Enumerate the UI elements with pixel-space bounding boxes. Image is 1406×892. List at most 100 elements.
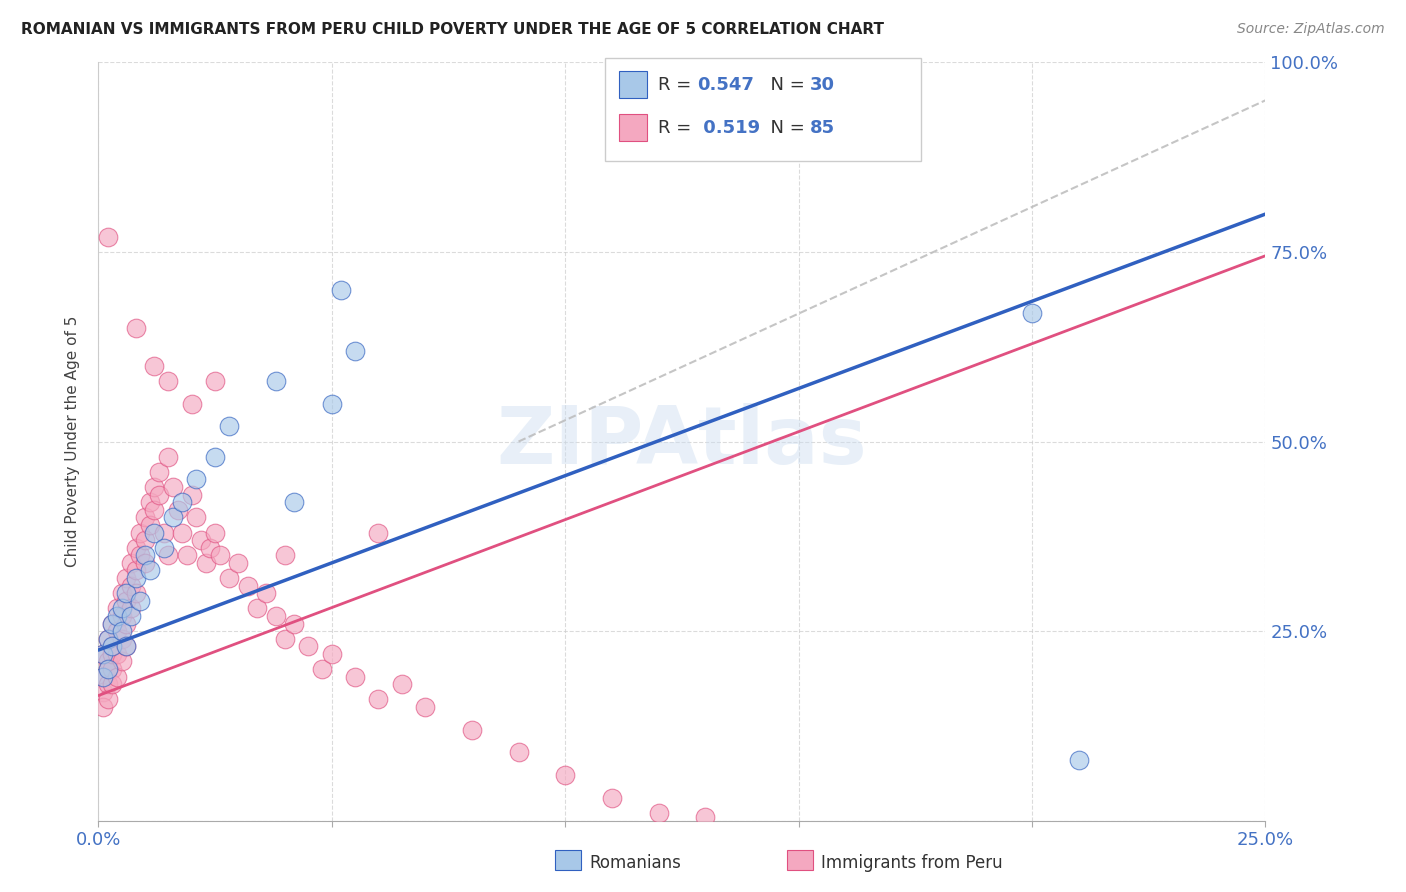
Point (256, 586, 278, 600)
Point (105, 647, 128, 661)
Point (391, 677, 413, 691)
Point (115, 571, 138, 585)
Point (297, 639, 319, 653)
Point (91, 647, 114, 661)
Text: R =: R = (658, 76, 697, 94)
Text: Immigrants from Peru: Immigrants from Peru (821, 854, 1002, 871)
Text: N =: N = (759, 76, 811, 94)
Point (139, 564, 162, 578)
Text: 85: 85 (810, 119, 835, 136)
Point (101, 677, 124, 691)
Point (91, 685, 114, 699)
Point (1021, 305, 1043, 319)
Point (148, 487, 170, 501)
Point (105, 608, 128, 623)
Point (194, 556, 217, 570)
Point (647, 806, 669, 821)
Point (330, 283, 353, 297)
Point (105, 669, 128, 683)
Point (200, 541, 222, 555)
Point (134, 533, 156, 548)
Text: ZIPAtlas: ZIPAtlas (496, 402, 868, 481)
Point (218, 419, 240, 434)
Text: ROMANIAN VS IMMIGRANTS FROM PERU CHILD POVERTY UNDER THE AGE OF 5 CORRELATION CH: ROMANIAN VS IMMIGRANTS FROM PERU CHILD P… (21, 22, 884, 37)
Point (120, 608, 142, 623)
Point (186, 510, 208, 524)
Point (111, 655, 134, 669)
Point (148, 465, 170, 479)
Point (176, 548, 198, 563)
Point (143, 503, 166, 517)
Point (125, 541, 148, 555)
Point (143, 480, 166, 494)
Point (172, 525, 194, 540)
Point (129, 548, 152, 563)
Text: Romanians: Romanians (589, 854, 681, 871)
Point (97, 632, 120, 646)
Point (186, 473, 208, 487)
Point (311, 662, 333, 676)
Point (152, 541, 174, 555)
Point (111, 608, 134, 623)
Y-axis label: Child Poverty Under the Age of 5: Child Poverty Under the Age of 5 (65, 316, 80, 567)
Point (367, 525, 389, 540)
Point (97, 662, 120, 676)
Text: 0.547: 0.547 (697, 76, 754, 94)
Point (228, 556, 250, 570)
Point (204, 450, 226, 464)
Point (218, 571, 240, 585)
Point (172, 495, 194, 509)
Point (115, 586, 138, 600)
Point (97, 692, 120, 706)
Point (91, 647, 114, 661)
Point (97, 229, 120, 244)
Point (111, 624, 134, 639)
Point (101, 616, 124, 631)
Point (134, 548, 156, 563)
Point (274, 632, 297, 646)
Point (321, 647, 343, 661)
Point (134, 510, 156, 524)
Point (101, 662, 124, 676)
Point (139, 517, 162, 532)
Point (157, 450, 180, 464)
Point (413, 699, 436, 714)
Point (101, 647, 124, 661)
Point (115, 616, 138, 631)
Point (236, 579, 259, 593)
Point (204, 525, 226, 540)
Point (125, 320, 148, 334)
Point (190, 533, 212, 548)
Text: Source: ZipAtlas.com: Source: ZipAtlas.com (1237, 22, 1385, 37)
Point (264, 374, 287, 388)
Point (695, 810, 717, 824)
Point (97, 632, 120, 646)
Point (367, 692, 389, 706)
Point (264, 608, 287, 623)
Point (162, 480, 184, 494)
Text: N =: N = (759, 119, 811, 136)
Point (180, 396, 202, 410)
Point (125, 564, 148, 578)
Point (111, 586, 134, 600)
Point (208, 548, 231, 563)
Point (274, 548, 297, 563)
Point (125, 571, 148, 585)
Point (283, 616, 305, 631)
Point (461, 723, 484, 737)
Point (157, 548, 180, 563)
Text: 30: 30 (810, 76, 835, 94)
Point (91, 699, 114, 714)
Point (115, 639, 138, 653)
Point (246, 601, 269, 615)
Point (115, 594, 138, 608)
Point (97, 662, 120, 676)
Point (1067, 753, 1090, 767)
Point (129, 594, 152, 608)
Point (166, 503, 188, 517)
Point (600, 791, 623, 805)
Point (129, 525, 152, 540)
Point (105, 624, 128, 639)
Point (152, 525, 174, 540)
Point (344, 343, 367, 358)
